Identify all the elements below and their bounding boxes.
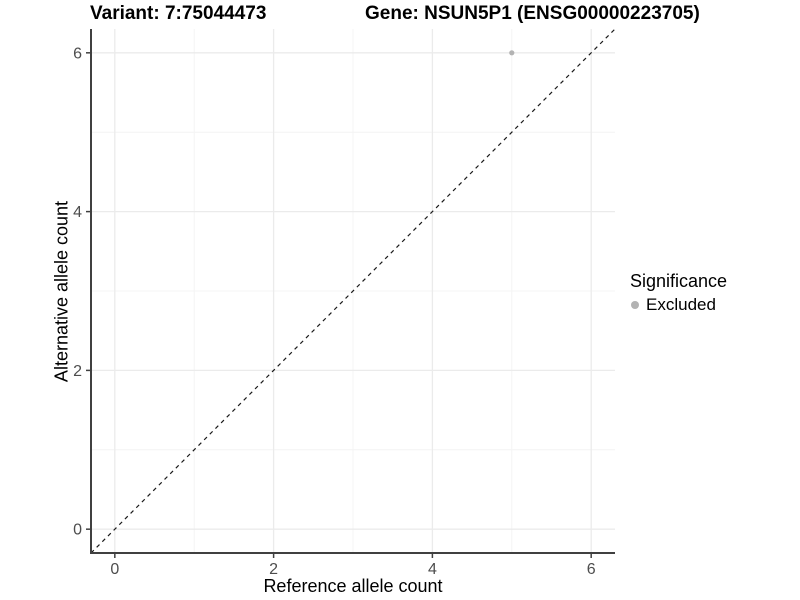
y-axis-title: Alternative allele count xyxy=(51,200,72,383)
identity-line xyxy=(90,28,616,554)
y-tick-label: 6 xyxy=(73,45,82,62)
x-tick-label: 4 xyxy=(428,561,437,578)
gene-title: Gene: NSUN5P1 (ENSG00000223705) xyxy=(365,3,700,24)
x-axis-title: Reference allele count xyxy=(263,576,443,596)
legend: Significance Excluded xyxy=(630,271,727,315)
y-tick-label: 4 xyxy=(73,204,82,221)
variant-title: Variant: 7:75044473 xyxy=(90,3,267,24)
x-tick-label: 2 xyxy=(269,561,278,578)
legend-item-label: Excluded xyxy=(646,295,716,314)
y-tick-label: 0 xyxy=(73,522,82,539)
legend-point-icon xyxy=(631,301,639,309)
x-tick-label: 6 xyxy=(587,561,596,578)
legend-item-excluded: Excluded xyxy=(630,295,727,315)
data-point xyxy=(509,50,515,56)
x-tick-label: 0 xyxy=(110,561,119,578)
y-tick-label: 2 xyxy=(73,363,82,380)
legend-title: Significance xyxy=(630,271,728,291)
